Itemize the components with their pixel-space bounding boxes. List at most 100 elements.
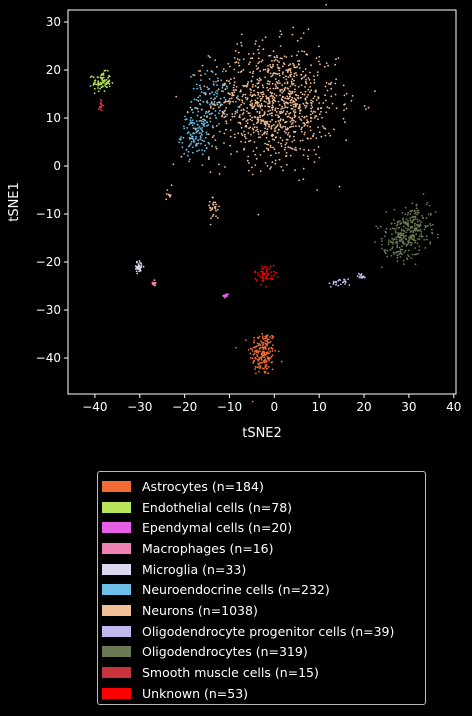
data-point <box>205 131 208 134</box>
data-point <box>263 360 266 362</box>
data-point <box>407 254 409 256</box>
data-point <box>261 39 264 41</box>
data-point <box>271 334 273 337</box>
data-point <box>304 123 306 126</box>
data-point <box>394 241 397 244</box>
data-point <box>361 276 364 279</box>
data-point <box>97 108 100 111</box>
data-point <box>270 127 273 130</box>
data-point <box>402 225 405 228</box>
data-point <box>310 104 313 107</box>
data-point <box>255 65 258 67</box>
data-point <box>206 133 208 136</box>
data-point <box>254 368 256 370</box>
data-point <box>407 241 410 244</box>
data-point <box>216 90 219 92</box>
data-point <box>259 130 262 132</box>
data-point <box>418 224 421 227</box>
data-point <box>204 144 207 147</box>
data-point <box>429 223 432 225</box>
data-point <box>236 150 238 153</box>
data-point <box>276 82 279 84</box>
data-point <box>380 243 383 246</box>
data-point <box>257 213 260 216</box>
data-point <box>258 362 261 364</box>
data-point <box>427 213 430 216</box>
data-point <box>97 83 100 86</box>
data-point <box>243 148 245 151</box>
data-point <box>268 352 270 355</box>
data-point <box>243 85 245 88</box>
data-point <box>413 224 416 227</box>
data-point <box>271 74 274 77</box>
data-point <box>240 44 243 47</box>
data-point <box>296 39 299 42</box>
data-point <box>136 260 138 263</box>
data-point <box>214 139 217 142</box>
data-point <box>302 32 305 34</box>
legend-label: Macrophages (n=16) <box>142 540 274 556</box>
data-point <box>402 242 405 245</box>
data-point <box>409 219 412 222</box>
data-point <box>381 266 383 269</box>
data-point <box>298 67 301 69</box>
data-point <box>225 79 228 82</box>
data-point <box>236 43 239 45</box>
data-point <box>272 95 275 98</box>
data-point <box>196 114 199 117</box>
data-point <box>209 92 211 95</box>
data-point <box>292 122 294 124</box>
data-point <box>405 257 408 259</box>
data-point <box>317 97 320 99</box>
data-point <box>214 114 217 117</box>
data-point <box>328 83 330 85</box>
data-point <box>197 127 200 129</box>
data-point <box>259 170 262 173</box>
data-point <box>246 159 249 162</box>
data-point <box>208 143 211 145</box>
data-point <box>201 139 204 142</box>
data-point <box>104 85 106 87</box>
data-point <box>318 102 321 104</box>
data-point <box>339 283 342 286</box>
data-point <box>256 110 259 113</box>
data-point <box>342 117 345 120</box>
data-point <box>222 83 225 85</box>
data-point <box>248 112 251 115</box>
data-point <box>297 50 300 53</box>
data-point <box>225 122 228 125</box>
data-point <box>250 57 252 60</box>
data-point <box>244 133 246 136</box>
data-point <box>357 272 360 275</box>
data-point <box>234 61 237 64</box>
data-point <box>95 83 98 86</box>
data-point <box>333 128 335 131</box>
data-point <box>303 116 306 119</box>
data-point <box>391 227 394 230</box>
data-point <box>260 119 262 121</box>
data-point <box>432 223 434 226</box>
data-point <box>268 360 270 362</box>
data-point <box>218 163 220 166</box>
y-tick-label: −30 <box>36 303 61 317</box>
data-point <box>260 353 263 355</box>
data-point <box>313 95 316 98</box>
data-point <box>410 244 412 246</box>
data-point <box>343 280 345 283</box>
data-point <box>276 131 279 134</box>
data-point <box>257 136 260 139</box>
data-point <box>274 78 277 80</box>
data-point <box>256 126 258 129</box>
legend-label: Unknown (n=53) <box>142 685 249 701</box>
data-point <box>262 341 265 344</box>
data-point <box>200 129 203 131</box>
data-point <box>293 75 296 78</box>
data-point <box>278 151 280 154</box>
data-point <box>250 99 253 102</box>
data-point <box>279 57 282 59</box>
data-point <box>97 90 100 93</box>
data-point <box>274 83 277 86</box>
data-point <box>243 102 246 105</box>
data-point <box>99 108 102 111</box>
data-point <box>256 349 258 352</box>
